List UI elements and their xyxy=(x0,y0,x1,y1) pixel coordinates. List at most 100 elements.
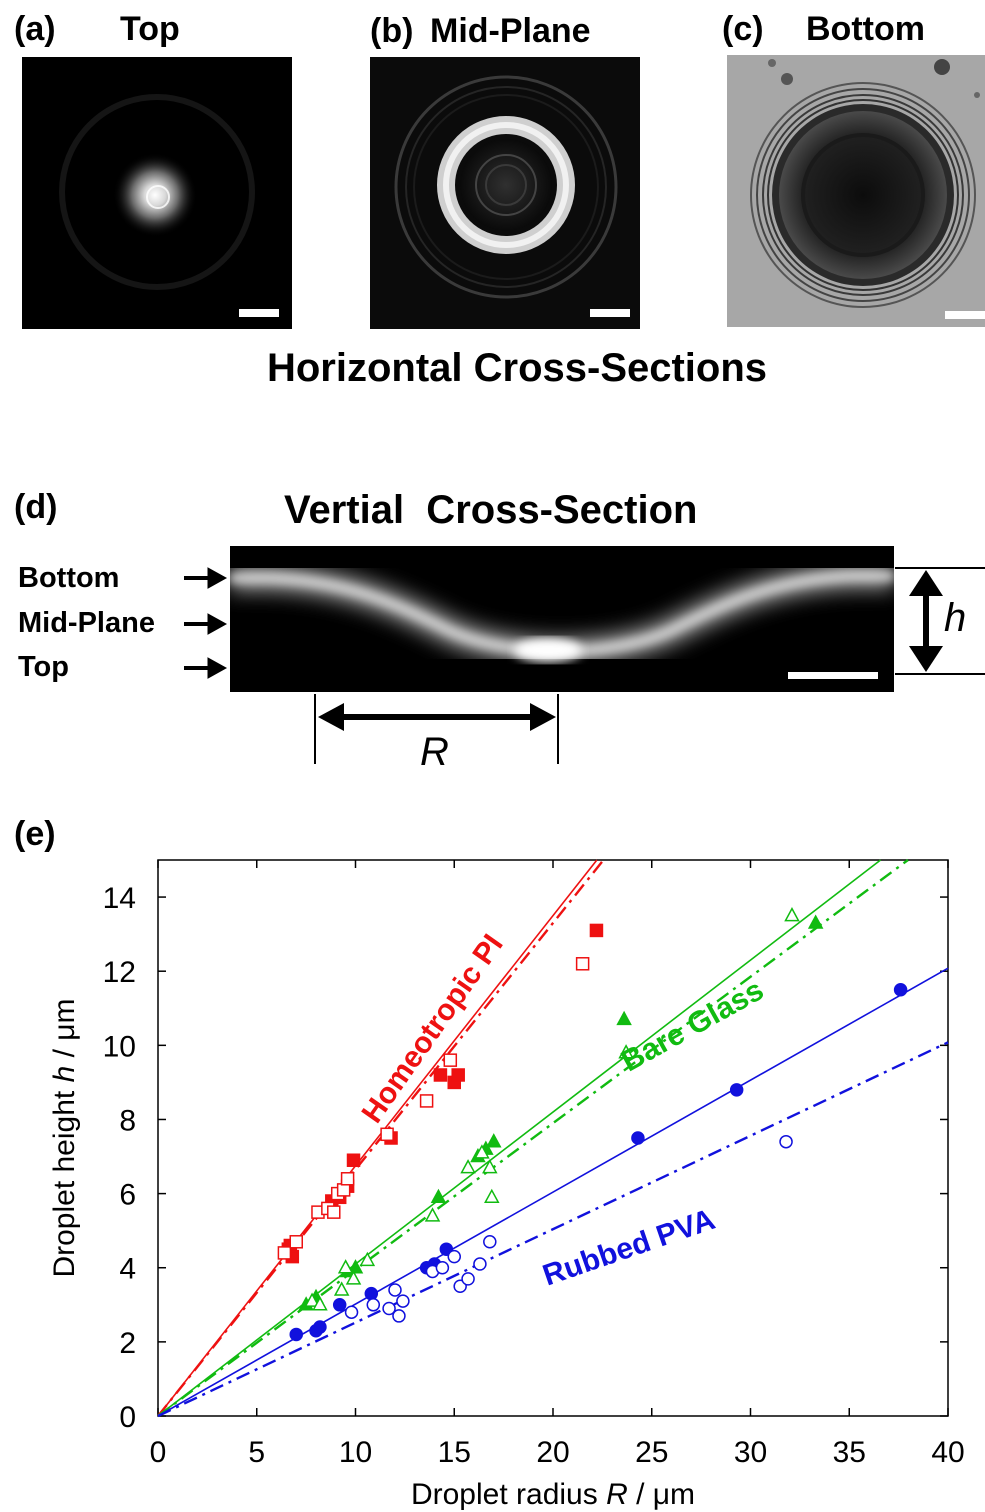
pva-circle-open-point xyxy=(388,1283,402,1297)
x-tick-label: 0 xyxy=(150,1436,167,1469)
glass-triangle-open-point xyxy=(424,1207,441,1222)
pva-circle-filled-point xyxy=(893,982,908,997)
y-tick-label: 6 xyxy=(119,1179,136,1212)
pva-circle-open-point xyxy=(779,1134,793,1149)
pi-square-filled-point xyxy=(433,1068,448,1082)
h-indicator xyxy=(895,567,985,675)
panel-a-label: (a) xyxy=(14,10,56,48)
x-tick-label: 30 xyxy=(734,1436,767,1469)
y-tick-label: 10 xyxy=(103,1030,136,1063)
panel-e-label: (e) xyxy=(14,815,56,853)
x-tick-label: 5 xyxy=(248,1436,265,1469)
pva-circle-open-point xyxy=(344,1305,359,1319)
r-indicator xyxy=(314,694,559,764)
pva-circle-filled-point xyxy=(289,1327,303,1342)
pi-square-open-point xyxy=(340,1172,355,1186)
scale-bar xyxy=(239,309,279,317)
x-tick-label: 15 xyxy=(438,1436,471,1469)
pva-circle-open-point xyxy=(483,1235,497,1249)
glass-triangle-open-point xyxy=(784,907,800,922)
glass-triangle-filled-point xyxy=(616,1010,632,1026)
plot-frame xyxy=(157,859,949,1417)
arrow-down-icon xyxy=(909,646,943,672)
scale-bar xyxy=(590,309,630,317)
pi-square-open-point xyxy=(336,1183,351,1197)
panel-a-title: Top xyxy=(120,10,180,48)
pi-square-open-point xyxy=(419,1094,434,1108)
glass-triangle-open-point xyxy=(460,1159,476,1174)
row-label-top: Top xyxy=(18,651,69,683)
glass-triangle-open-point xyxy=(304,1292,320,1307)
glass-triangle-open-point xyxy=(474,1144,490,1159)
glass-triangle-open-point xyxy=(482,1159,498,1174)
glass-triangle-open-point xyxy=(618,1044,634,1059)
panel-c-micrograph xyxy=(727,55,985,327)
glass-triangle-filled-point xyxy=(807,914,824,929)
glass-fit-line-dashdot xyxy=(157,859,909,1417)
glass-triangle-open-point xyxy=(345,1270,362,1285)
panel-a-micrograph xyxy=(22,57,292,329)
panel-d-label: (d) xyxy=(14,488,58,526)
x-tick-label: 20 xyxy=(536,1436,569,1469)
pi-square-open-point xyxy=(443,1053,458,1067)
glass-triangle-open-point xyxy=(333,1281,350,1296)
panel-b-micrograph xyxy=(370,57,640,329)
vertical-cross-section-image xyxy=(230,546,894,692)
arrow-right-icon xyxy=(530,703,556,731)
arrow-left-icon xyxy=(318,703,344,731)
pi-square-open-point xyxy=(289,1235,303,1249)
arrow-up-icon xyxy=(909,570,943,596)
panel-c-label: (c) xyxy=(722,10,764,48)
pva-circle-open-point xyxy=(396,1294,410,1308)
pi-square-open-point xyxy=(277,1246,292,1260)
panel-d-title: Vertial Cross-Section xyxy=(284,488,698,532)
pva-circle-open-point xyxy=(366,1298,381,1312)
glass-triangle-open-point xyxy=(484,1188,500,1204)
pi-square-open-point xyxy=(575,957,590,971)
h-symbol: h xyxy=(944,596,967,640)
pi-square-filled-point xyxy=(346,1153,361,1167)
x-axis-label: Droplet radius R / μm xyxy=(411,1478,695,1511)
pva-fit-line-dashdot xyxy=(157,1041,949,1418)
glass-triangle-filled-point xyxy=(347,1259,364,1274)
pva-circle-filled-point xyxy=(332,1298,347,1312)
x-tick-label: 25 xyxy=(635,1436,668,1469)
arrow-icon xyxy=(207,613,228,635)
horizontal-caption: Horizontal Cross-Sections xyxy=(266,346,768,390)
pva-circle-filled-point xyxy=(313,1320,327,1334)
pi-square-filled-point xyxy=(451,1068,465,1082)
y-tick-label: 2 xyxy=(119,1327,136,1360)
pva-circle-filled-point xyxy=(729,1083,744,1097)
panel-c-title: Bottom xyxy=(806,10,925,48)
pi-square-filled-point xyxy=(589,923,604,938)
row-label-bottom: Bottom xyxy=(18,562,120,594)
annotation-bare-glass: Bare Glass xyxy=(616,973,769,1078)
scale-bar xyxy=(788,672,878,679)
pva-circle-filled-point xyxy=(631,1131,645,1145)
row-label-mid-plane: Mid-Plane xyxy=(18,607,155,639)
pva-circle-open-point xyxy=(461,1272,475,1286)
row-arrows xyxy=(184,567,228,679)
pva-circle-open-point xyxy=(473,1257,487,1271)
pva-circle-open-point xyxy=(382,1301,396,1316)
y-tick-label: 12 xyxy=(103,956,136,989)
arrow-icon xyxy=(207,657,228,679)
glass-triangle-filled-point xyxy=(485,1133,502,1148)
y-tick-label: 0 xyxy=(119,1401,136,1434)
pva-circle-open-point xyxy=(435,1260,450,1275)
x-tick-label: 35 xyxy=(833,1436,866,1469)
pva-circle-open-point xyxy=(447,1249,461,1264)
y-axis-label: Droplet height h / μm xyxy=(48,998,81,1277)
pi-square-open-point xyxy=(380,1127,394,1142)
r-symbol: R xyxy=(420,730,449,774)
glass-triangle-open-point xyxy=(337,1259,354,1274)
glass-triangle-open-point xyxy=(359,1251,376,1267)
scale-bar xyxy=(945,311,985,319)
glass-triangle-open-point xyxy=(312,1296,328,1311)
y-tick-label: 14 xyxy=(103,882,136,915)
pva-fit-line-solid xyxy=(157,967,949,1417)
panel-b-title: Mid-Plane xyxy=(430,12,591,50)
glass-fit-line-solid xyxy=(157,859,882,1417)
annotation-rubbed-pva: Rubbed PVA xyxy=(539,1203,719,1293)
